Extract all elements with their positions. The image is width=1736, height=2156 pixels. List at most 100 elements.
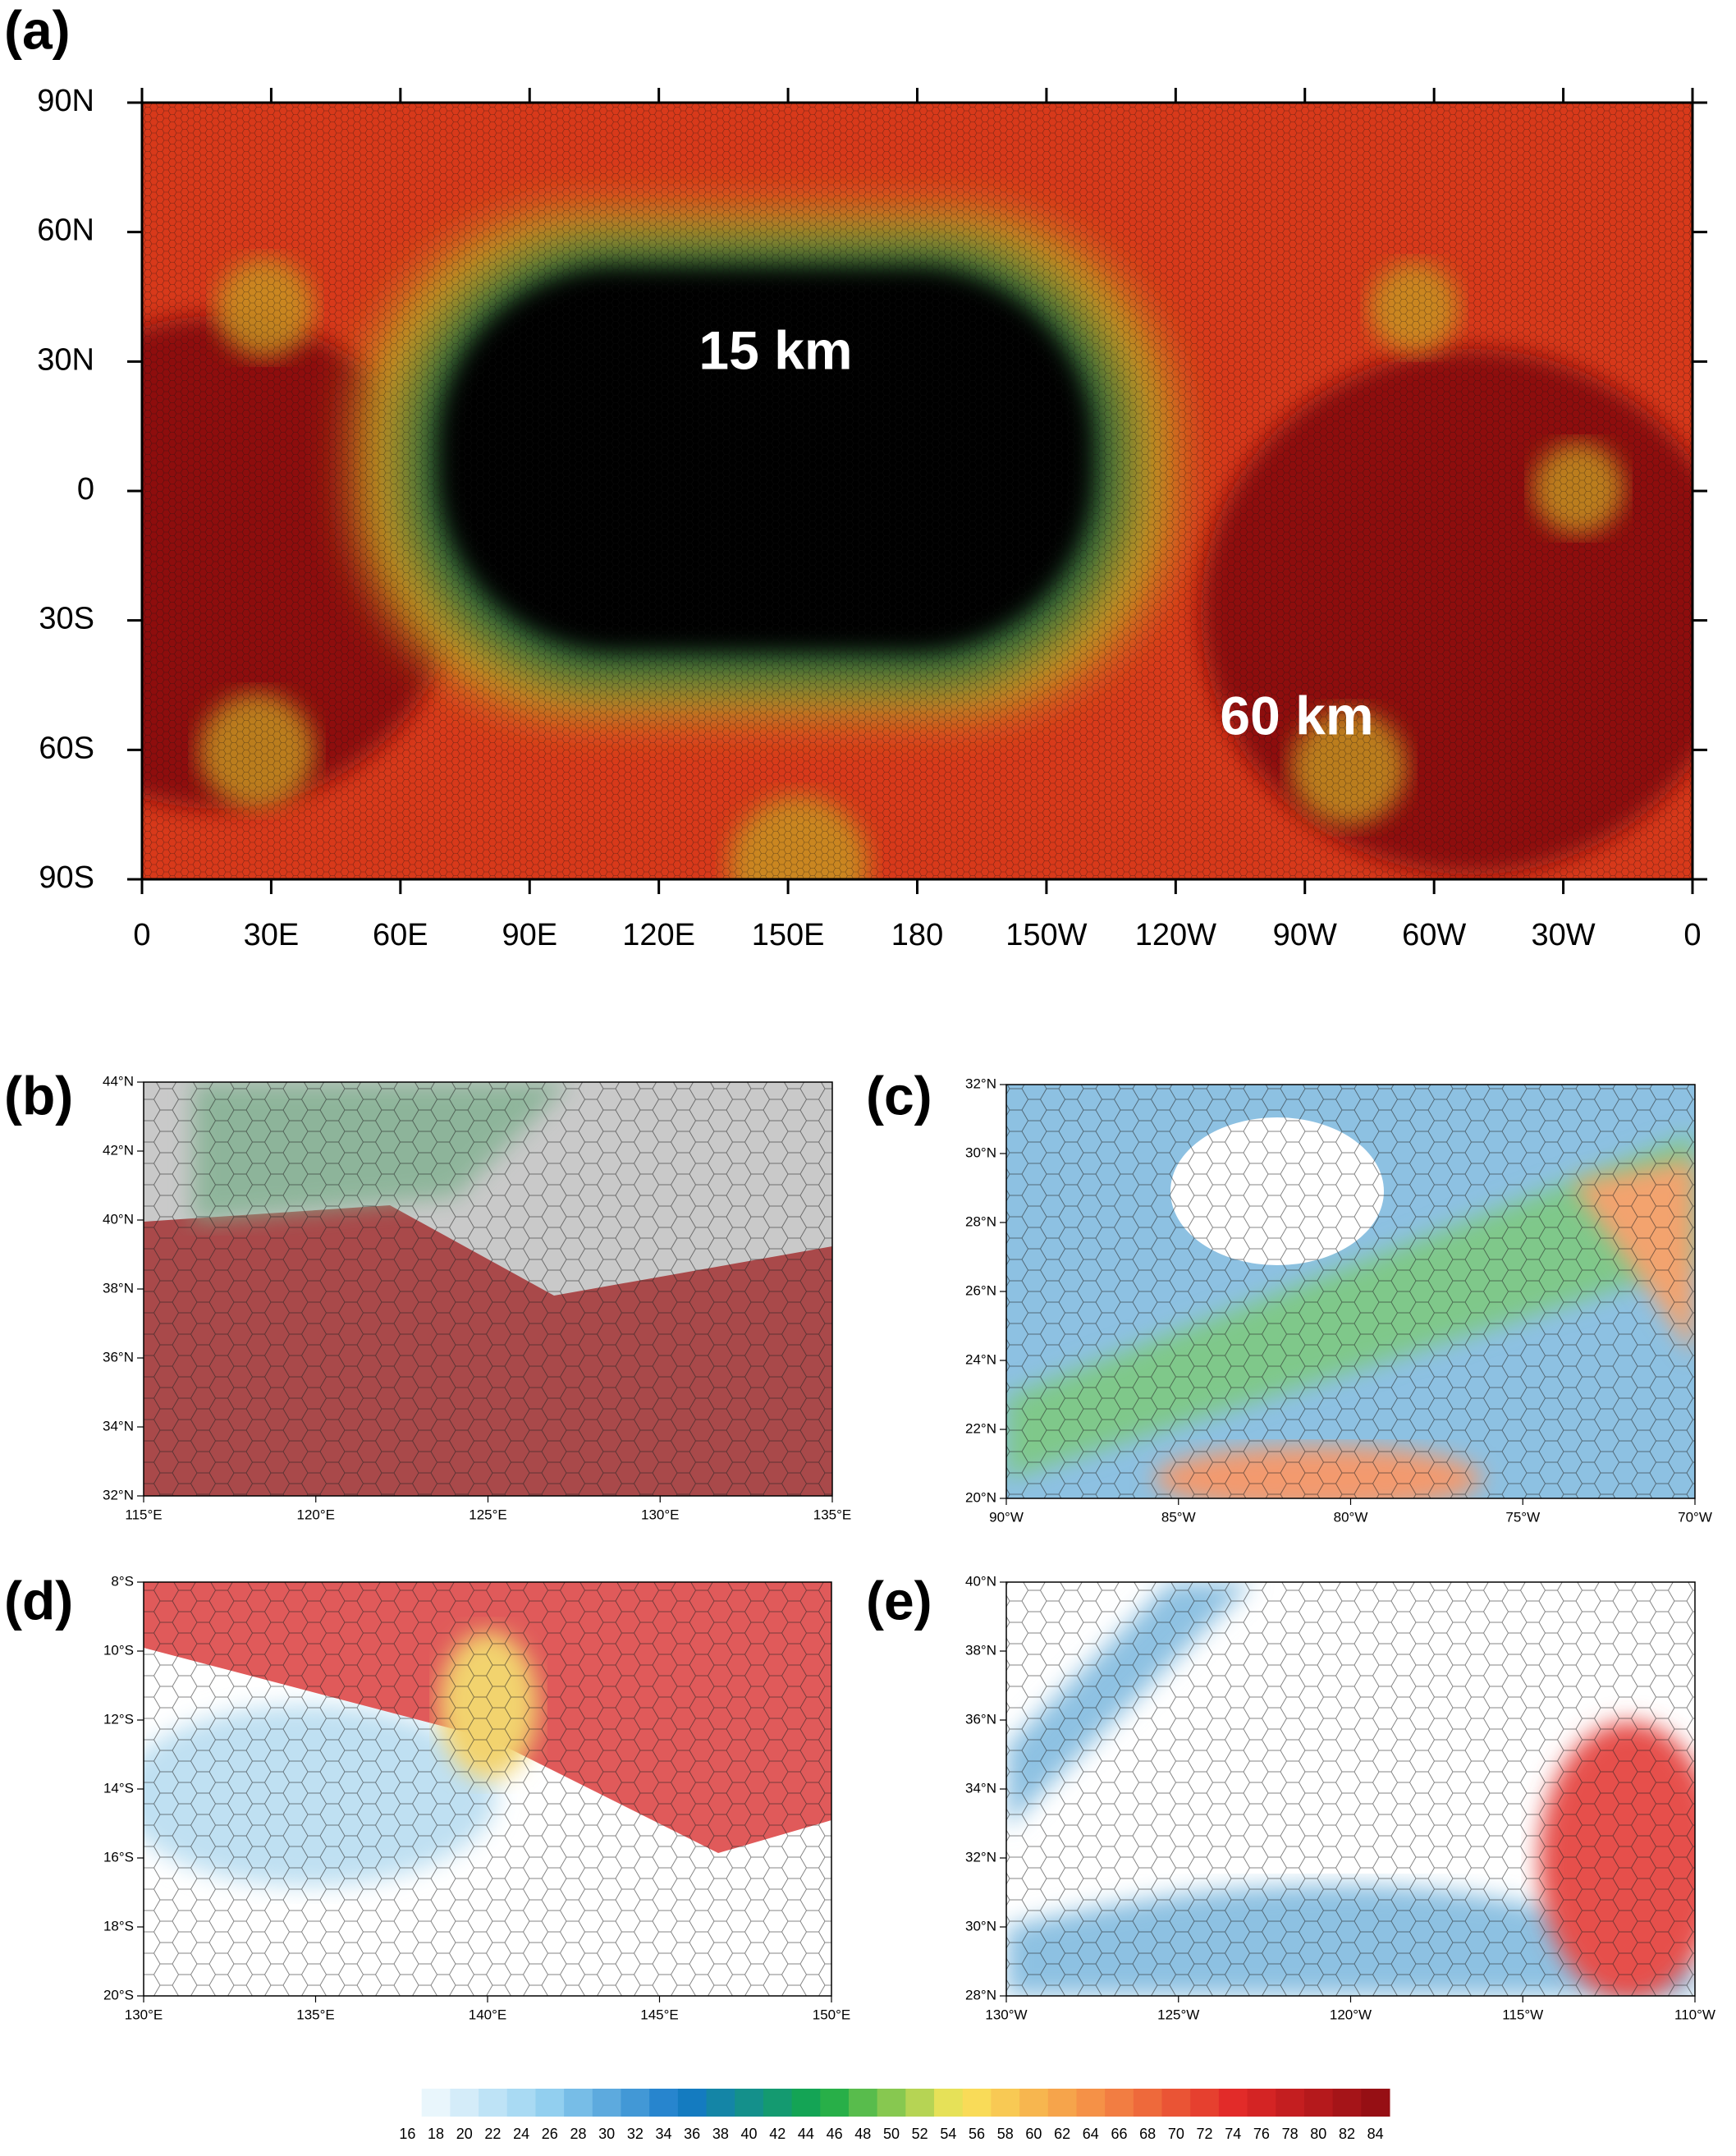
y-tick-label: 36°N (965, 1711, 996, 1727)
panel-label: (b) (4, 1065, 73, 1126)
colorbar-tick-label: 72 (1197, 2126, 1213, 2142)
y-tick-label: 24°N (965, 1351, 996, 1367)
colorbar-box (791, 2089, 821, 2117)
map-content (1006, 1582, 1695, 1996)
colorbar-tick-label: 52 (912, 2126, 928, 2142)
colorbar-box (677, 2089, 708, 2117)
y-tick-label: 42°N (103, 1142, 134, 1158)
x-tick-label: 150E (752, 918, 825, 952)
colorbar-box (905, 2089, 935, 2117)
panel-label: (a) (4, 0, 71, 60)
y-tick-label: 20°N (965, 1489, 996, 1505)
map-panel: (d) 8°S 10°S 12°S 14°S 16°S 18°S 20°S 130°E 135°E… (4, 1570, 850, 2022)
y-tick-label: 60N (37, 213, 94, 248)
colorbar-box (1076, 2089, 1106, 2117)
x-tick-label: 115°W (1502, 2007, 1543, 2022)
colorbar-tick-label: 40 (741, 2126, 758, 2142)
x-tick-label: 0 (133, 918, 150, 952)
colorbar-tick-label: 22 (484, 2126, 501, 2142)
resolution-label: 15 km (699, 319, 852, 380)
y-tick-label: 0 (77, 472, 94, 507)
mesh (1006, 1582, 1695, 1996)
colorbar-box (592, 2089, 621, 2117)
y-tick-label: 44°N (103, 1073, 134, 1089)
y-tick-label: 34°N (103, 1418, 134, 1434)
colorbar-box (706, 2089, 735, 2117)
x-tick-label: 125°E (469, 1507, 507, 1522)
colorbar-tick-label: 28 (570, 2126, 586, 2142)
y-tick-label: 14°S (103, 1780, 134, 1796)
y-tick-label: 32°N (103, 1487, 134, 1502)
colorbar-box (479, 2089, 508, 2117)
colorbar-tick-label: 46 (827, 2126, 843, 2142)
colorbar-box (1161, 2089, 1191, 2117)
colorbar-tick-label: 64 (1083, 2126, 1099, 2142)
x-tick-label: 145°E (640, 2007, 679, 2022)
y-tick-label: 10°S (103, 1642, 134, 1658)
colorbar-box (450, 2089, 479, 2117)
colorbar-tick-label: 38 (712, 2126, 729, 2142)
map-content (142, 103, 1692, 879)
y-tick-label: 28°N (965, 1213, 996, 1229)
resolution-label: 60 km (1220, 685, 1373, 745)
x-tick-label: 135°E (296, 2007, 335, 2022)
x-tick-label: 150°E (813, 2007, 851, 2022)
colorbar-tick-label: 74 (1225, 2126, 1241, 2142)
colorbar-box (763, 2089, 793, 2117)
map-panel: (c) 32°N 30°N 28°N 26°N 24°N 22°N 20°N 90°W 85°W 8… (866, 1065, 1712, 1525)
map-panel: (a) 90N 60N 30N 0 30S 60S 90S 0 30E 60E 90E 120E 150E… (4, 0, 1707, 952)
colorbar-tick-label: 62 (1054, 2126, 1070, 2142)
colorbar-box (649, 2089, 679, 2117)
panel-label: (d) (4, 1570, 73, 1631)
colorbar-box (1361, 2089, 1390, 2117)
y-tick-label: 8°S (111, 1573, 134, 1589)
x-tick-label: 125°W (1157, 2007, 1199, 2022)
x-tick-label: 140°E (469, 2007, 507, 2022)
colorbar-tick-label: 66 (1111, 2126, 1127, 2142)
map-content (144, 1082, 832, 1496)
colorbar-tick-label: 36 (684, 2126, 700, 2142)
x-tick-label: 135°E (813, 1507, 852, 1522)
mesh (144, 1582, 831, 1996)
colorbar-tick-label: 44 (798, 2126, 814, 2142)
y-tick-label: 90S (39, 860, 94, 895)
map-content (1006, 1085, 1695, 1498)
colorbar: 16 18 20 22 24 26 28 30 32 34 36 38 40 42 44 46 48 50 52 54… (393, 2089, 1390, 2142)
colorbar-box (991, 2089, 1020, 2117)
x-tick-label: 120E (622, 918, 695, 952)
y-tick-label: 40°N (103, 1211, 134, 1227)
colorbar-box (1105, 2089, 1134, 2117)
colorbar-box (621, 2089, 650, 2117)
y-tick-label: 30N (37, 342, 94, 377)
y-tick-label: 32°N (965, 1849, 996, 1865)
colorbar-tick-label: 58 (997, 2126, 1014, 2142)
colorbar-tick-label: 24 (513, 2126, 529, 2142)
colorbar-box (564, 2089, 593, 2117)
x-tick-label: 110°W (1674, 2007, 1715, 2022)
y-tick-label: 26°N (965, 1282, 996, 1298)
x-tick-label: 90°W (989, 1509, 1024, 1525)
x-tick-label: 180 (891, 918, 943, 952)
y-tick-label: 28°N (965, 1987, 996, 2002)
y-tick-label: 38°N (103, 1280, 134, 1296)
x-tick-label: 90W (1273, 918, 1337, 952)
y-tick-label: 36°N (103, 1349, 134, 1365)
y-tick-label: 32°N (965, 1076, 996, 1091)
colorbar-tick-label: 32 (627, 2126, 644, 2142)
colorbar-box (962, 2089, 992, 2117)
colorbar-box (393, 2089, 423, 2117)
y-tick-label: 40°N (965, 1573, 996, 1589)
colorbar-box (1332, 2089, 1362, 2117)
x-tick-label: 75°W (1505, 1509, 1540, 1525)
x-tick-label: 60E (373, 918, 428, 952)
colorbar-box (535, 2089, 565, 2117)
x-tick-label: 150W (1005, 918, 1087, 952)
x-tick-label: 130°E (125, 2007, 163, 2022)
colorbar-box (1247, 2089, 1276, 2117)
colorbar-box (820, 2089, 850, 2117)
colorbar-box (1019, 2089, 1049, 2117)
colorbar-tick-label: 70 (1168, 2126, 1184, 2142)
x-tick-label: 130°E (641, 1507, 680, 1522)
panel-label: (e) (866, 1570, 932, 1631)
y-tick-label: 18°S (103, 1918, 134, 1934)
